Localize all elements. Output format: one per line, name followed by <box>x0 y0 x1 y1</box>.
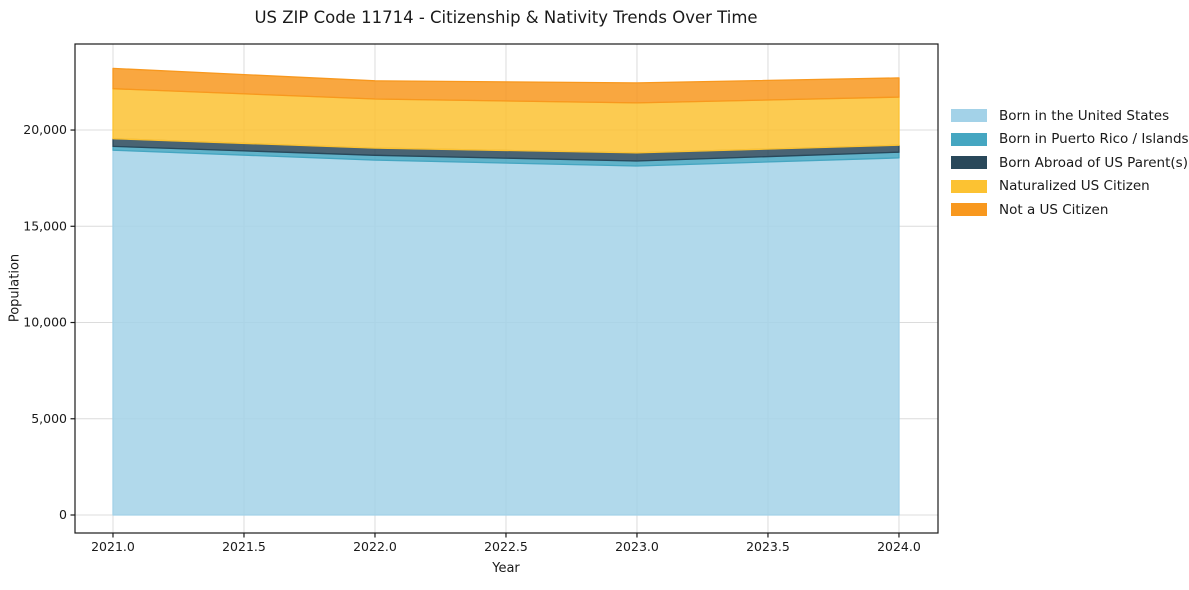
x-tick-label: 2021.0 <box>91 539 135 554</box>
legend-item-born-in-puerto-rico-islands: Born in Puerto Rico / Islands <box>951 128 1189 152</box>
x-tick-label: 2022.5 <box>484 539 528 554</box>
y-tick-label: 5,000 <box>31 411 67 426</box>
x-tick-label: 2023.5 <box>746 539 790 554</box>
legend-item-not-a-us-citizen: Not a US Citizen <box>951 198 1189 222</box>
x-tick-label: 2022.0 <box>353 539 397 554</box>
legend-label: Born Abroad of US Parent(s) <box>999 154 1188 171</box>
area-not-a-us-citizen <box>112 67 900 104</box>
legend-item-born-abroad-of-us-parent-s: Born Abroad of US Parent(s) <box>951 151 1189 175</box>
x-tick-label: 2021.5 <box>222 539 266 554</box>
legend-swatch <box>951 156 987 170</box>
legend-item-naturalized-us-citizen: Naturalized US Citizen <box>951 175 1189 199</box>
legend-swatch <box>951 132 987 146</box>
x-axis-label: Year <box>492 561 520 576</box>
legend-label: Born in Puerto Rico / Islands <box>999 131 1189 148</box>
y-axis-label: Population <box>7 253 23 323</box>
x-tick-label: 2024.0 <box>877 539 921 554</box>
y-tick-label: 15,000 <box>23 218 67 233</box>
legend-label: Born in the United States <box>999 107 1170 124</box>
y-tick-label: 0 <box>59 507 67 522</box>
legend-item-born-in-the-united-states: Born in the United States <box>951 104 1189 128</box>
legend-swatch <box>951 179 987 193</box>
legend-swatch <box>951 203 987 217</box>
y-tick-label: 20,000 <box>23 122 67 137</box>
legend-label: Naturalized US Citizen <box>999 178 1150 195</box>
legend: Born in the United States Born in Puerto … <box>951 104 1189 222</box>
y-tick-label: 10,000 <box>23 315 67 330</box>
legend-swatch <box>951 109 987 123</box>
legend-label: Not a US Citizen <box>999 201 1109 218</box>
area-born-in-the-united-states <box>112 149 900 516</box>
chart-title: US ZIP Code 11714 - Citizenship & Nativi… <box>254 8 758 27</box>
x-tick-label: 2023.0 <box>615 539 659 554</box>
